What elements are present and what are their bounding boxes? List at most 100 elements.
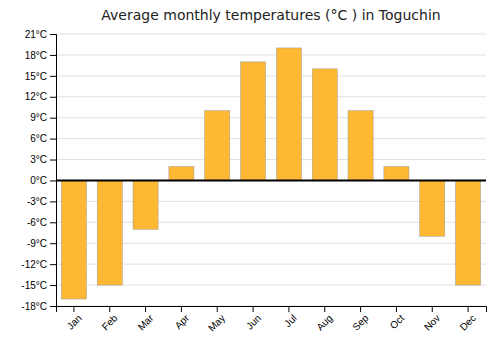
tick-mark	[50, 222, 56, 223]
tick-mark	[396, 306, 397, 312]
tick-label: 15°C	[25, 71, 47, 82]
tick-label: Nov	[422, 312, 442, 332]
tick-mark	[288, 306, 289, 312]
tick-label: Apr	[173, 312, 192, 331]
zero-line	[56, 179, 486, 181]
tick-mark	[50, 201, 56, 202]
tick-mark	[50, 264, 56, 265]
bar	[169, 167, 194, 181]
grid-line	[56, 54, 486, 55]
tick: May	[206, 306, 227, 334]
x-axis: Jan Feb Mar Apr May Jun Jul Aug Sep Oct Nov Dec	[57, 306, 487, 334]
tick-label: Aug	[314, 312, 334, 332]
bar	[312, 69, 337, 181]
tick-label: Jul	[282, 312, 299, 329]
tick-label: 6°C	[30, 133, 47, 144]
bar	[97, 180, 122, 285]
bar	[61, 180, 86, 299]
tick: 15°C	[25, 71, 56, 82]
axis-line	[57, 307, 487, 313]
grid-line	[56, 159, 486, 160]
tick: -6°C	[27, 217, 56, 228]
tick: 6°C	[30, 133, 56, 144]
y-axis: -18°C -15°C -12°C -9°C -6°C -3°C 0°C 3°C 6°C 9°C 1…	[21, 29, 56, 312]
bar	[276, 48, 301, 181]
tick-label: May	[206, 312, 227, 333]
tick-mark	[217, 306, 218, 312]
tick-mark	[50, 118, 56, 119]
tick: 21°C	[25, 29, 56, 40]
tick-mark	[181, 306, 182, 312]
grid-line	[56, 138, 486, 139]
tick: Nov	[422, 306, 442, 333]
tick-mark	[50, 180, 56, 181]
tick: Feb	[100, 306, 120, 332]
tick-label: -9°C	[27, 238, 47, 249]
tick-mark	[360, 306, 361, 312]
grid-line	[56, 75, 486, 76]
tick: -9°C	[27, 238, 56, 249]
tick: 18°C	[25, 50, 56, 61]
tick-mark	[253, 306, 254, 312]
tick-mark	[109, 306, 110, 312]
tick: 0°C	[30, 175, 56, 186]
bar	[348, 111, 373, 181]
tick: -3°C	[27, 196, 56, 207]
tick-mark	[50, 285, 56, 286]
tick: Jan	[65, 306, 84, 332]
grid	[56, 34, 486, 306]
bars	[56, 48, 486, 299]
tick-mark	[468, 306, 469, 312]
tick-label: -3°C	[27, 196, 47, 207]
title: Average monthly temperatures (°C ) in To…	[101, 7, 440, 23]
tick: -12°C	[21, 259, 56, 270]
tick: -18°C	[21, 301, 56, 312]
grid-line	[56, 96, 486, 97]
tick-mark	[145, 306, 146, 312]
tick-label: 3°C	[30, 154, 47, 165]
grid-line	[56, 180, 486, 181]
tick-label: Sep	[350, 312, 371, 333]
tick-label: Oct	[388, 312, 407, 331]
bar	[456, 180, 481, 285]
tick-label: 12°C	[25, 91, 47, 102]
tick-mark	[50, 34, 56, 35]
tick: Dec	[458, 306, 478, 333]
grid-line	[56, 117, 486, 118]
tick-mark	[50, 97, 56, 98]
tick-mark	[50, 243, 56, 244]
tick: Apr	[173, 306, 192, 331]
tick-mark	[432, 306, 433, 312]
tick-label: -6°C	[27, 217, 47, 228]
tick-label: Mar	[136, 312, 156, 332]
tick-label: 0°C	[30, 175, 47, 186]
plot: -18°C -15°C -12°C -9°C -6°C -3°C 0°C 3°C 6°C 9°C 1…	[21, 29, 486, 334]
axis-line	[50, 35, 57, 307]
tick: Mar	[136, 306, 156, 332]
tick-mark	[50, 76, 56, 77]
tick: Sep	[350, 306, 371, 333]
tick-mark	[50, 160, 56, 161]
tick-mark	[50, 55, 56, 56]
tick: Jun	[244, 306, 263, 332]
tick: 3°C	[30, 154, 56, 165]
tick-mark	[73, 306, 74, 312]
tick-label: Jun	[244, 312, 263, 331]
tick: 9°C	[30, 112, 56, 123]
tick: Aug	[314, 306, 334, 333]
tick-label: 18°C	[25, 50, 47, 61]
tick: Oct	[388, 306, 407, 331]
tick-mark	[324, 306, 325, 312]
bar	[420, 180, 445, 236]
tick-label: Jan	[65, 312, 84, 331]
tick-label: 21°C	[25, 29, 47, 40]
tick: 12°C	[25, 91, 56, 102]
tick: -15°C	[21, 280, 56, 291]
tick-label: -15°C	[21, 280, 47, 291]
tick: Jul	[282, 306, 299, 329]
bar	[133, 180, 158, 229]
tick-label: -18°C	[21, 301, 47, 312]
tick-mark	[50, 139, 56, 140]
tick-label: Feb	[100, 312, 120, 332]
bar	[241, 62, 266, 181]
